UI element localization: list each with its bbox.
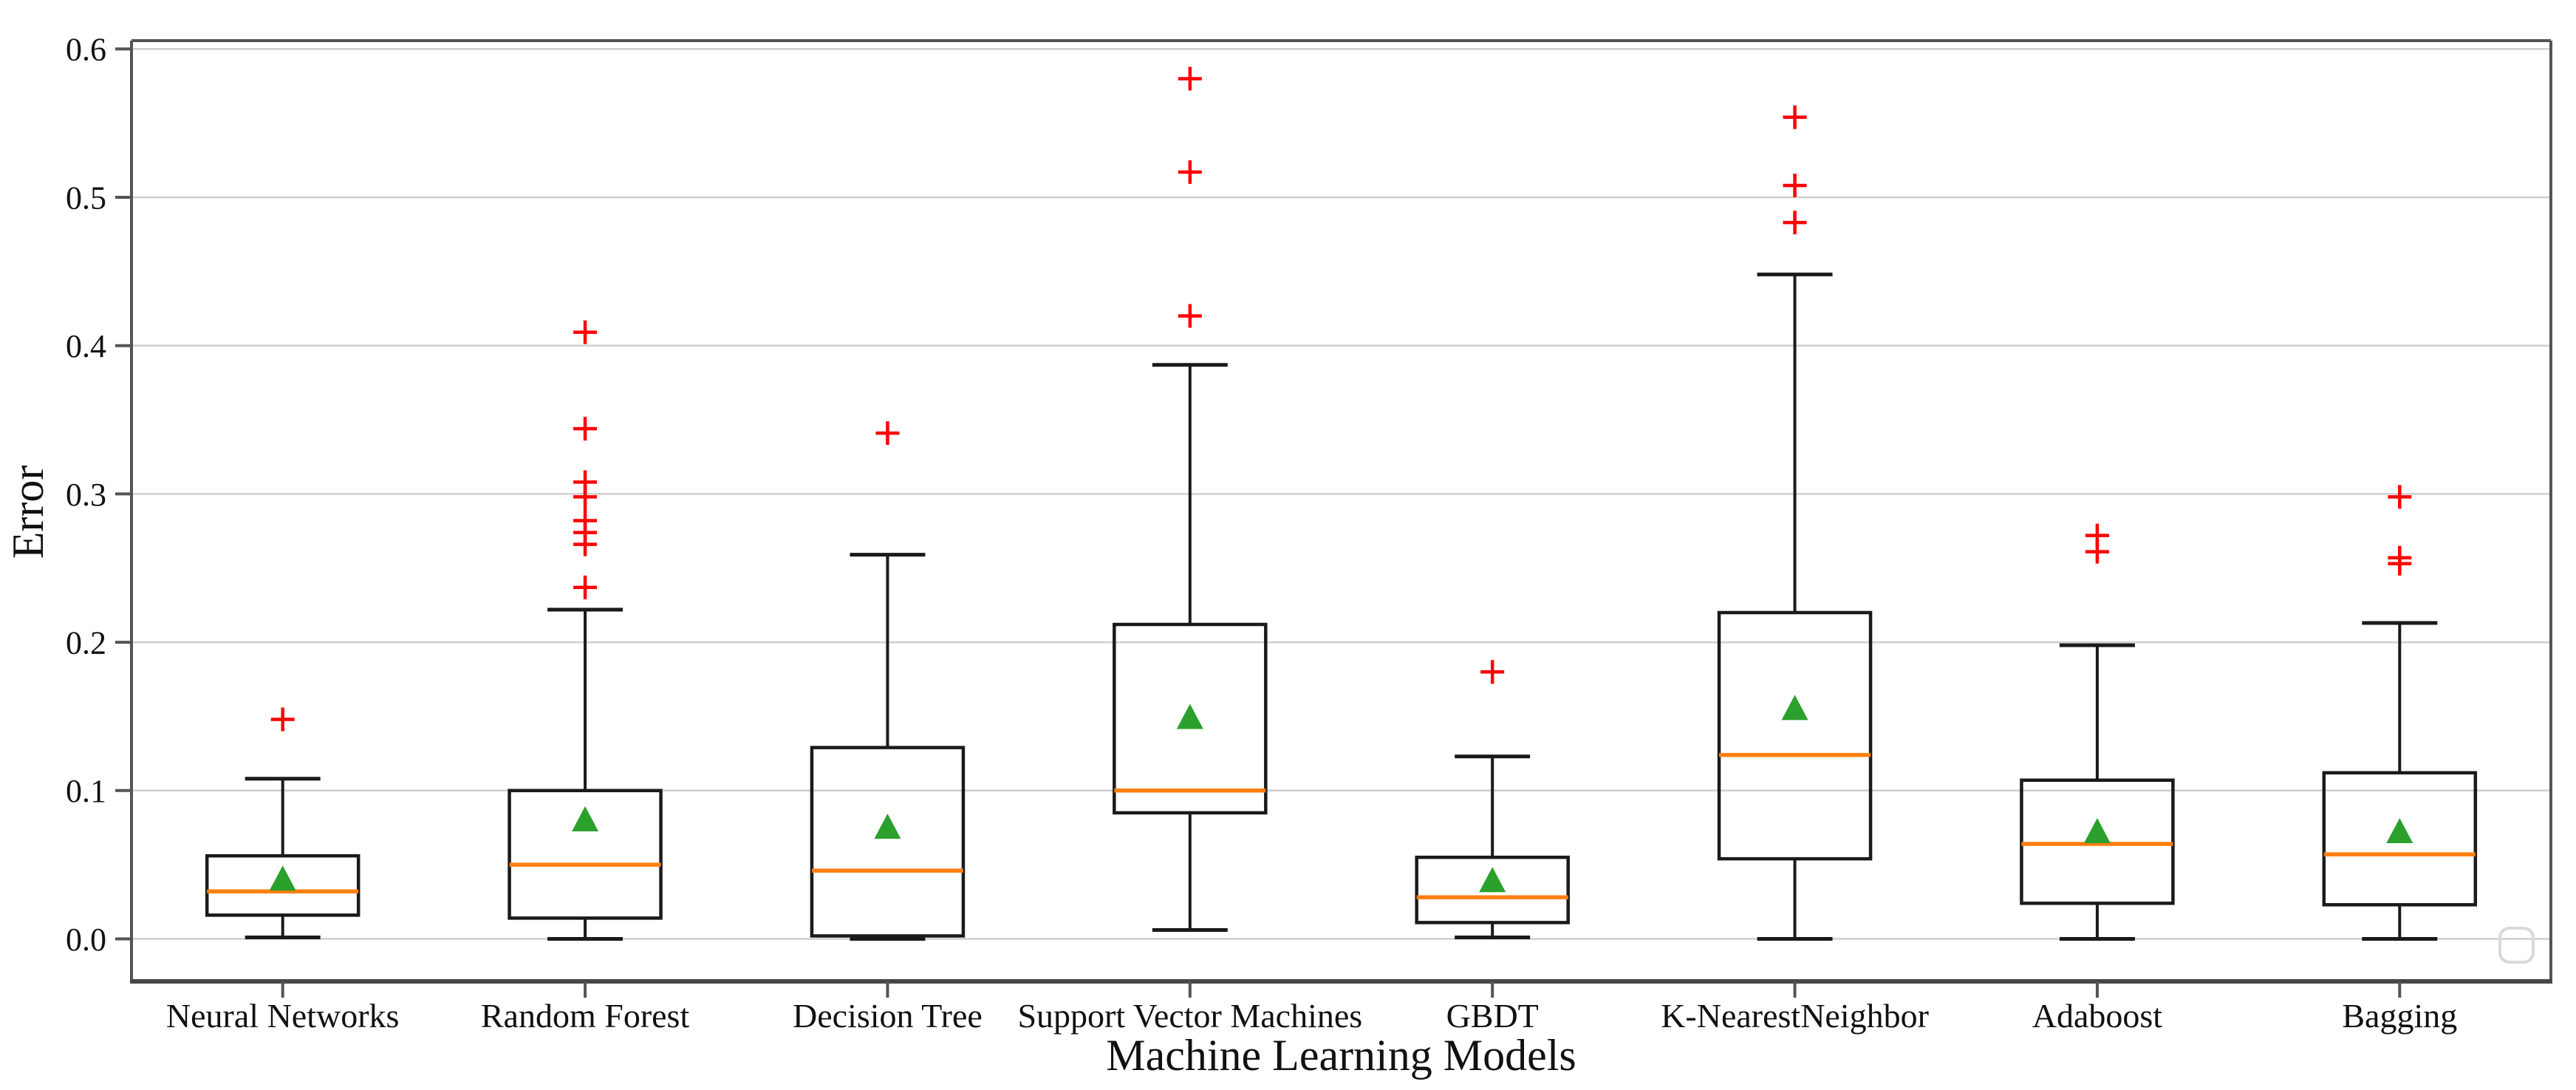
y-tick-label: 0.4 <box>66 328 106 364</box>
outlier-marker <box>573 575 598 599</box>
x-axis-title: Machine Learning Models <box>1106 1031 1576 1080</box>
outlier-marker <box>875 421 900 446</box>
x-tick-label: K-NearestNeighbor <box>1661 997 1929 1035</box>
outlier-marker <box>1783 211 1807 235</box>
x-tick-label: Support Vector Machines <box>1017 997 1362 1035</box>
outlier-marker <box>573 417 598 441</box>
iqr-box <box>2020 778 2175 905</box>
iqr-box <box>2322 771 2478 907</box>
x-tick-label: Neural Networks <box>166 997 400 1035</box>
mean-marker <box>2386 818 2413 844</box>
mean-marker <box>874 813 901 839</box>
y-tick-label: 0.1 <box>66 773 106 809</box>
outlier-marker <box>2388 545 2412 570</box>
x-tick-label: GBDT <box>1446 997 1539 1035</box>
outlier-marker <box>1178 67 1202 91</box>
mean-marker <box>1781 695 1808 721</box>
x-tick-label: Adaboost <box>2032 997 2163 1035</box>
box-group-gbdt <box>1415 660 1570 939</box>
iqr-box <box>508 788 663 920</box>
iqr-box <box>1113 622 1268 815</box>
box-group-support-vector-machines <box>1113 67 1268 932</box>
box-group-k-nearestneighbor <box>1717 105 1873 941</box>
outlier-marker <box>573 470 598 494</box>
y-tick-label: 0.3 <box>66 477 106 513</box>
outlier-marker <box>1783 105 1807 129</box>
outlier-marker <box>573 508 598 533</box>
iqr-box <box>810 746 966 938</box>
y-tick-label: 0.5 <box>66 180 106 216</box>
outlier-marker <box>1178 160 1202 184</box>
watermark-rounded-square <box>2498 927 2535 964</box>
iqr-box <box>1415 855 1570 924</box>
box-group-bagging <box>2322 485 2478 941</box>
y-tick-label: 0.2 <box>66 625 106 661</box>
x-tick-label: Random Forest <box>481 997 690 1035</box>
mean-marker <box>2083 818 2111 844</box>
iqr-box <box>205 854 361 917</box>
iqr-box <box>1717 610 1873 861</box>
mean-marker <box>269 865 296 891</box>
outlier-marker <box>2388 485 2412 509</box>
box-group-adaboost <box>2020 523 2175 941</box>
mean-marker <box>1479 867 1506 893</box>
y-tick-label: 0.6 <box>66 32 106 68</box>
y-axis-title: Error <box>4 466 52 559</box>
outlier-marker <box>1178 304 1202 328</box>
mean-marker <box>1176 704 1203 729</box>
outlier-marker <box>2085 523 2109 548</box>
box-group-decision-tree <box>810 421 966 941</box>
box-group-random-forest <box>508 320 663 941</box>
x-tick-label: Decision Tree <box>793 997 983 1035</box>
y-tick-label: 0.0 <box>66 922 106 958</box>
outlier-marker <box>573 320 598 344</box>
x-tick-label: Bagging <box>2342 997 2457 1035</box>
box-group-neural-networks <box>205 707 361 939</box>
outlier-marker <box>1783 173 1807 197</box>
mean-marker <box>572 805 599 831</box>
outlier-marker <box>270 707 295 732</box>
outlier-marker <box>1480 660 1505 684</box>
